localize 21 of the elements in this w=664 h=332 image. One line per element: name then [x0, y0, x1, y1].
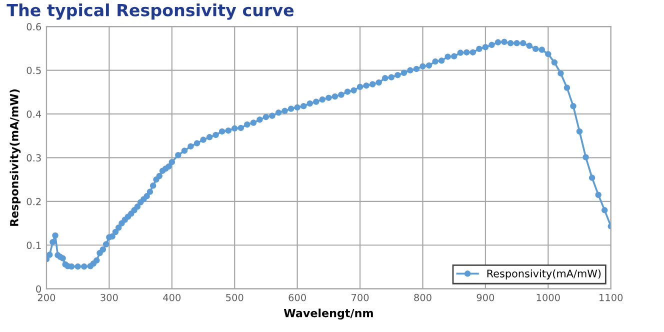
x-tick-label: 900 [476, 294, 494, 302]
x-axis-title: Wavelengt/nm [284, 308, 373, 320]
y-tick-label: 0.2 [26, 198, 41, 206]
y-tick-label: 0.6 [26, 23, 42, 30]
x-tick-label: 1100 [600, 294, 623, 302]
y-axis-title: Responsivity(mA/mW) [10, 89, 21, 226]
x-tick-label: 500 [226, 294, 244, 302]
y-tick-label: 0.4 [26, 110, 42, 118]
x-tick-label: 700 [352, 294, 369, 302]
x-tick-label: 800 [414, 294, 432, 302]
x-tick-label: 400 [163, 294, 181, 302]
y-tick-label: 0.5 [26, 66, 41, 74]
x-tick-label: 600 [288, 294, 306, 302]
y-tick-label: 0 [36, 285, 41, 293]
x-tick-label: 1000 [536, 294, 560, 302]
x-tick-label: 200 [38, 294, 56, 302]
y-tick-label: 0.3 [26, 154, 41, 162]
legend-label: Responsivity(mA/mW) [487, 269, 601, 280]
x-tick-label: 300 [100, 294, 118, 302]
y-tick-label: 0.1 [26, 242, 41, 249]
chart-title: The typical Responsivity curve [6, 3, 294, 20]
